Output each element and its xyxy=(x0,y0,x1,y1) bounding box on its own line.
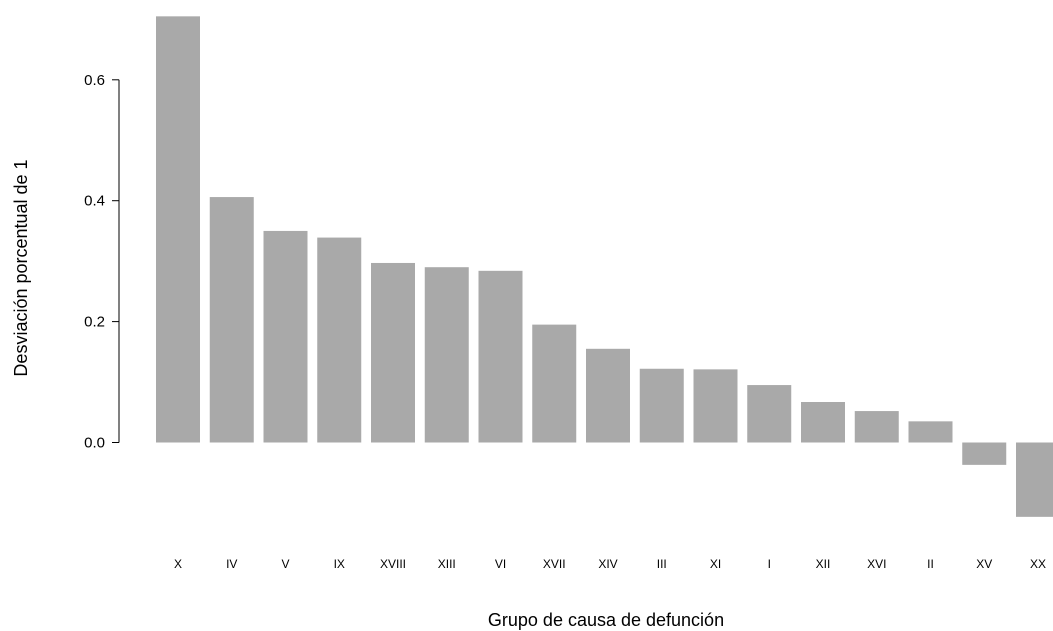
x-category-labels: X IV V IX XVIII XIII VI XVII XIV III XI I XII XVI II XV… xyxy=(174,557,1046,571)
y-ticks: 0.0 0.2 0.4 0.6 xyxy=(84,72,119,452)
x-tick-label: V xyxy=(281,557,289,571)
bar-X xyxy=(156,16,200,443)
x-tick-label: XIII xyxy=(438,557,456,571)
x-tick-label: III xyxy=(657,557,667,571)
bar-I xyxy=(747,385,792,443)
bars-group xyxy=(156,16,1053,517)
x-tick-label: I xyxy=(768,557,771,571)
y-tick-label: 0.6 xyxy=(84,72,105,89)
bar-IV xyxy=(209,197,254,443)
bar-III xyxy=(639,368,684,443)
y-axis-title: Desviación porcentual de 1 xyxy=(11,159,31,376)
bar-V xyxy=(263,230,308,443)
x-tick-label: XIV xyxy=(598,557,617,571)
x-tick-label: II xyxy=(927,557,934,571)
bar-VI xyxy=(478,270,523,443)
x-tick-label: XX xyxy=(1030,557,1046,571)
bar-XV xyxy=(962,442,1007,465)
y-tick-label: 0.2 xyxy=(84,314,105,331)
bar-XVI xyxy=(854,411,899,443)
y-axis: 0.0 0.2 0.4 0.6 xyxy=(84,72,120,452)
bar-XIV xyxy=(586,348,630,443)
x-tick-label: VI xyxy=(495,557,506,571)
bar-II xyxy=(908,421,953,443)
x-tick-label: XI xyxy=(710,557,721,571)
x-tick-label: X xyxy=(174,557,182,571)
x-axis-title: Grupo de causa de defunción xyxy=(488,610,724,630)
y-tick-label: 0.0 xyxy=(84,435,105,452)
x-tick-label: XVIII xyxy=(380,557,406,571)
x-tick-label: XV xyxy=(976,557,992,571)
bar-XX xyxy=(1016,442,1053,517)
bar-XVII xyxy=(532,324,577,443)
bar-IX xyxy=(317,237,362,443)
bar-XI xyxy=(693,369,738,443)
x-tick-label: IV xyxy=(226,557,237,571)
bar-XVIII xyxy=(371,262,415,443)
y-tick-label: 0.4 xyxy=(84,193,105,210)
bar-XIII xyxy=(424,267,469,443)
x-tick-label: XVI xyxy=(867,557,886,571)
x-tick-label: XII xyxy=(816,557,831,571)
bar-XII xyxy=(801,402,845,443)
x-tick-label: XVII xyxy=(543,557,566,571)
x-tick-label: IX xyxy=(334,557,345,571)
